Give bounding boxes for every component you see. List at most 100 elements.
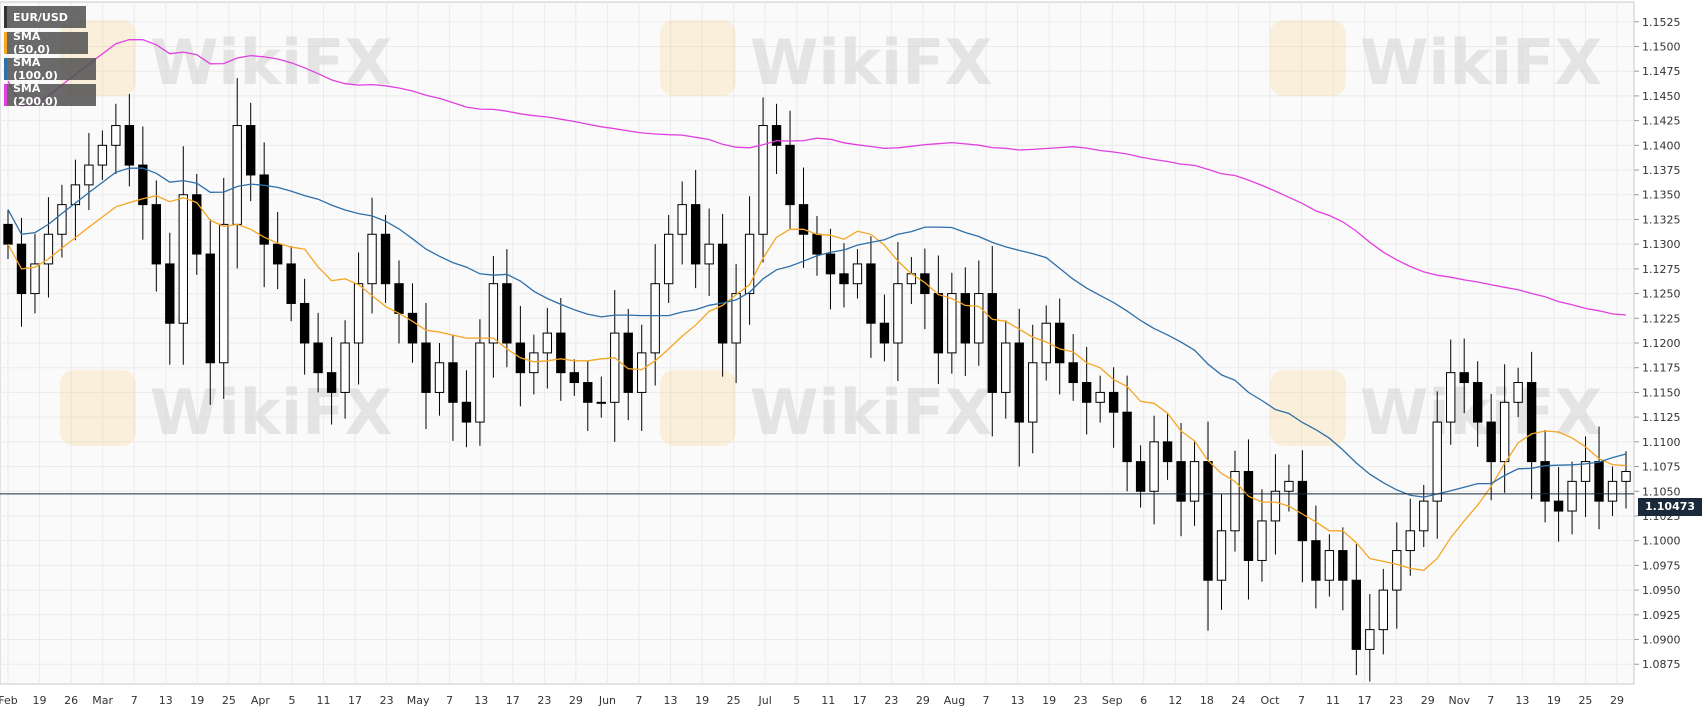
x-tick-label: 19 [190,694,204,707]
legend-label-sma50: SMA (50,0) [13,30,51,56]
candle-body [178,194,188,324]
candle-body [1122,411,1132,463]
x-tick-label: 12 [1168,694,1182,707]
candle-body [960,293,970,344]
candle-body [1108,391,1119,413]
x-tick-label: 6 [1140,694,1147,707]
candle-body [1270,490,1281,522]
candle-body [920,273,930,295]
x-tick-label: 13 [159,694,173,707]
candle-body [812,233,822,255]
x-tick-label: 17 [853,694,867,707]
watermark-logo [1270,370,1346,446]
x-tick-label: Jul [758,694,772,707]
x-tick-label: 23 [1389,694,1403,707]
candle-body [879,322,890,344]
candle-body [677,204,687,235]
x-tick-label: Oct [1260,694,1280,707]
candle-body [1499,401,1510,463]
candle-body [1297,480,1308,542]
y-tick-label: 1.0975 [1642,559,1681,572]
y-tick-label: 1.1325 [1642,213,1681,226]
candle-body [704,243,714,265]
candle-body [1041,322,1051,364]
y-tick-label: 1.1200 [1642,337,1681,350]
legend-item-sma200[interactable]: SMA (200,0) [4,82,96,108]
watermark-logo [1270,20,1346,96]
watermark-text: WikiFX [750,376,992,449]
y-tick-label: 1.1000 [1642,535,1681,548]
x-tick-label: 7 [1487,694,1494,707]
candle-body [690,204,701,265]
x-tick-label: 13 [664,694,678,707]
y-tick-label: 1.1275 [1642,263,1681,276]
legend-item-sma100[interactable]: SMA (100,0) [4,56,96,82]
y-tick-label: 1.1450 [1642,90,1681,103]
candle-body [1419,500,1429,532]
x-tick-label: 5 [288,694,295,707]
candle-body [866,263,876,324]
x-tick-label: 11 [1326,694,1340,707]
candle-body [1365,629,1375,650]
candle-body [448,362,458,403]
candle-body [933,293,944,354]
candle-body [57,204,67,235]
candle-body [1230,470,1240,532]
watermark-text: WikiFX [150,26,392,99]
candle-body [1001,342,1011,393]
candle-body [461,401,472,423]
candle-body [165,263,175,324]
candle-body [192,194,202,255]
x-tick-label: Apr [251,694,271,707]
y-tick-label: 1.1050 [1642,485,1681,498]
current-price-tag: 1.10473 [1638,498,1702,516]
candle-body [70,184,81,206]
legend-item-sma50[interactable]: SMA (50,0) [4,30,88,56]
candle-body [758,125,768,235]
candle-body [623,332,633,393]
candle-body [852,263,863,285]
x-tick-label: 23 [380,694,394,707]
candle-body [1028,362,1038,423]
candle-body [1459,372,1469,384]
y-tick-label: 1.0925 [1642,609,1681,622]
candle-body [1176,461,1186,502]
y-tick-label: 1.1425 [1642,115,1681,128]
legend-label-eurusd: EUR/USD [13,10,68,24]
candle-body [1526,382,1537,463]
x-tick-label: 7 [446,694,453,707]
candle-body [219,223,229,364]
legend-label-sma200: SMA (200,0) [13,82,58,108]
candle-body [1311,540,1321,581]
x-tick-label: Mar [92,694,113,707]
x-tick-label: 13 [1515,694,1529,707]
x-tick-label: 17 [506,694,520,707]
candle-body [434,362,445,393]
x-tick-label: 18 [1200,694,1214,707]
candle-body [1081,382,1092,403]
candle-body [272,243,283,265]
x-tick-label: 23 [884,694,898,707]
candle-body [825,253,836,275]
candle-body [111,125,121,146]
candle-body [1068,362,1078,384]
y-tick-label: 1.0950 [1642,584,1681,597]
watermark-logo [660,370,736,446]
candle-body [1149,441,1159,492]
candle-body [340,342,350,393]
candle-body [1095,391,1105,403]
candle-body [1189,461,1200,502]
sma-100-line [7,167,1627,498]
x-tick-label: 11 [316,694,330,707]
candle-body [367,233,377,285]
x-tick-label: 25 [222,694,236,707]
candle-body [421,342,431,393]
candle-body [1284,480,1294,492]
x-tick-label: 29 [916,694,930,707]
candle-body [84,164,94,186]
x-tick-label: 13 [474,694,488,707]
y-tick-label: 1.1175 [1642,362,1681,375]
legend-item-eurusd[interactable]: EUR/USD [4,6,86,28]
